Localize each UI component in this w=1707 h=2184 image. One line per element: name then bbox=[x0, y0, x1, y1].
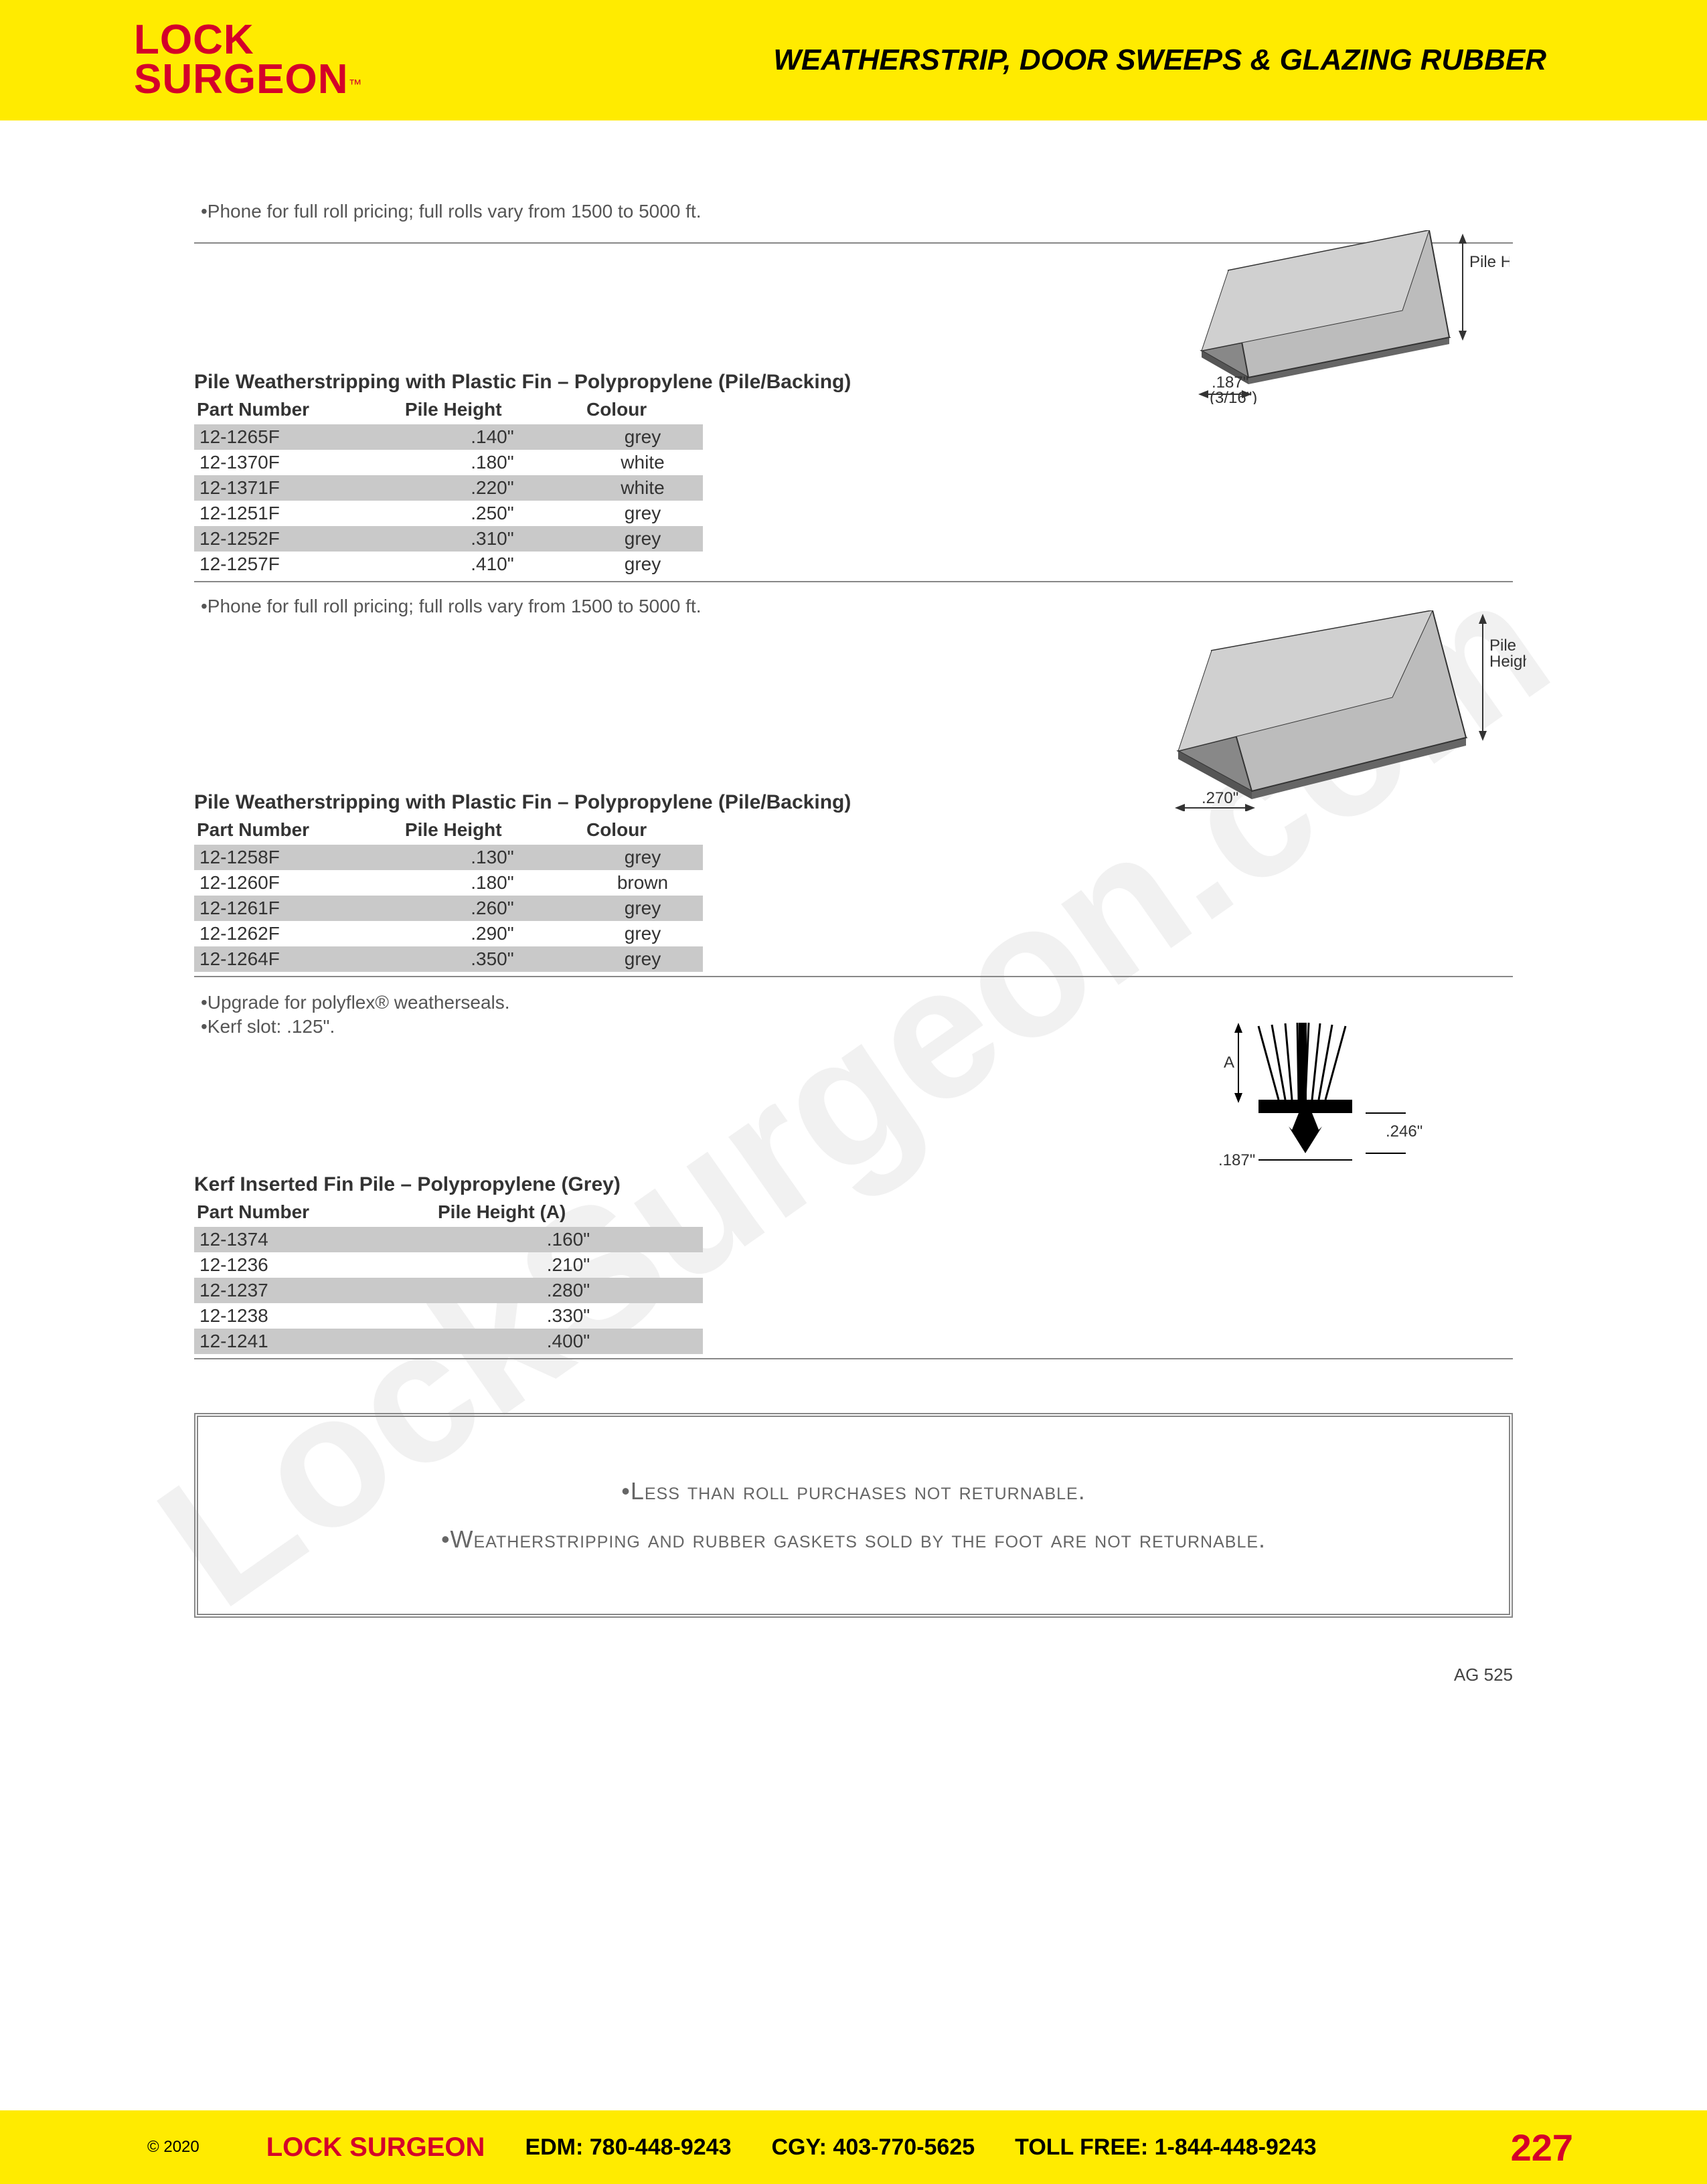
section3-diagram: A .187" .246" bbox=[1178, 1019, 1459, 1193]
page-number: 227 bbox=[1511, 2126, 1573, 2169]
section1: Pile Height .187" (3/16") Pile Weatherst… bbox=[194, 242, 1513, 582]
footer-bar: © 2020 LOCK SURGEON EDM: 780-448-9243 CG… bbox=[0, 2110, 1707, 2184]
notice-line2: •Weatherstripping and rubber gaskets sol… bbox=[225, 1525, 1482, 1553]
page-title: WEATHERSTRIP, DOOR SWEEPS & GLAZING RUBB… bbox=[773, 44, 1546, 77]
section3: A .187" .246" Kerf Inserted Fin Pile – P… bbox=[194, 1060, 1513, 1359]
table-row: 12-1371F.220"white bbox=[194, 475, 703, 501]
table-row: 12-1241.400" bbox=[194, 1329, 703, 1354]
notice-box: •Less than roll purchases not returnable… bbox=[194, 1413, 1513, 1618]
footer-cgy: CGY: 403-770-5625 bbox=[772, 2134, 975, 2161]
footer-toll: TOLL FREE: 1-844-448-9243 bbox=[1015, 2134, 1316, 2161]
table-row: 12-1370F.180"white bbox=[194, 450, 703, 475]
brand-logo: LOCK SURGEON™ bbox=[134, 21, 361, 100]
section2: Pile Height .270" Pile Weatherstripping … bbox=[194, 637, 1513, 977]
table-row: 12-1252F.310"grey bbox=[194, 526, 703, 552]
table-row: 12-1262F.290"grey bbox=[194, 921, 703, 946]
section3-table: Part Number Pile Height (A) 12-1374.160"… bbox=[194, 1199, 703, 1354]
table-header-row: Part Number Pile Height (A) bbox=[194, 1199, 703, 1227]
table-row: 12-1260F.180"brown bbox=[194, 870, 703, 896]
page-content: •Phone for full roll pricing; full rolls… bbox=[0, 120, 1707, 1658]
copyright: © 2020 bbox=[147, 2138, 199, 2157]
diagram1-width-sub: (3/16") bbox=[1210, 389, 1257, 404]
ag-code: AG 525 bbox=[0, 1665, 1513, 1685]
table-header-row: Part Number Pile Height Colour bbox=[194, 396, 703, 424]
diagram2-height-label: Pile bbox=[1489, 637, 1516, 655]
table-row: 12-1265F.140"grey bbox=[194, 424, 703, 450]
diagram2-width-label: .270" bbox=[1202, 789, 1238, 807]
footer-edm: EDM: 780-448-9243 bbox=[525, 2134, 731, 2161]
table-row: 12-1258F.130"grey bbox=[194, 845, 703, 870]
section1-note: •Phone for full roll pricing; full rolls… bbox=[201, 201, 1513, 222]
table-row: 12-1257F.410"grey bbox=[194, 552, 703, 577]
svg-text:Height: Height bbox=[1489, 653, 1526, 671]
table-header-row: Part Number Pile Height Colour bbox=[194, 817, 703, 845]
footer-brand: LOCK SURGEON bbox=[266, 2132, 485, 2163]
section2-table: Part Number Pile Height Colour 12-1258F.… bbox=[194, 817, 703, 972]
table-row: 12-1237.280" bbox=[194, 1278, 703, 1303]
table-row: 12-1264F.350"grey bbox=[194, 946, 703, 972]
section2-diagram: Pile Height .270" bbox=[1151, 610, 1520, 811]
header-bar: LOCK SURGEON™ WEATHERSTRIP, DOOR SWEEPS … bbox=[0, 0, 1707, 120]
table-row: 12-1374.160" bbox=[194, 1227, 703, 1252]
section1-diagram: Pile Height .187" (3/16") bbox=[1151, 230, 1520, 404]
notice-line1: •Less than roll purchases not returnable… bbox=[225, 1477, 1482, 1505]
table-row: 12-1238.330" bbox=[194, 1303, 703, 1329]
diagram3-a-label: A bbox=[1224, 1054, 1234, 1072]
col-part-number: Part Number bbox=[194, 396, 402, 424]
section1-table: Part Number Pile Height Colour 12-1265F.… bbox=[194, 396, 703, 577]
logo-line1: LOCK bbox=[134, 21, 361, 60]
diagram1-height-label: Pile Height bbox=[1469, 253, 1510, 271]
diagram3-right-dim: .246" bbox=[1386, 1122, 1422, 1141]
diagram3-left-dim: .187" bbox=[1218, 1151, 1255, 1169]
section3-note1: •Upgrade for polyflex® weatherseals. bbox=[201, 992, 510, 1013]
table-row: 12-1236.210" bbox=[194, 1252, 703, 1278]
logo-tm: ™ bbox=[348, 78, 361, 92]
col-colour: Colour bbox=[584, 396, 703, 424]
table-row: 12-1251F.250"grey bbox=[194, 501, 703, 526]
section3-note2: •Kerf slot: .125". bbox=[201, 1016, 335, 1037]
logo-line2: SURGEON bbox=[134, 56, 348, 102]
col-pile-height: Pile Height bbox=[402, 396, 584, 424]
table-row: 12-1261F.260"grey bbox=[194, 896, 703, 921]
